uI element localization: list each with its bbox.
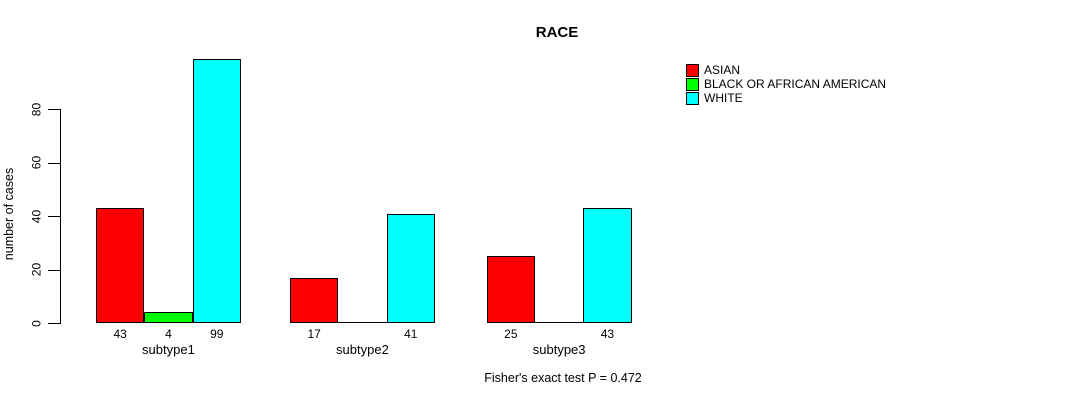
legend-item-asian: ASIAN bbox=[686, 64, 886, 77]
legend-label: BLACK OR AFRICAN AMERICAN bbox=[704, 77, 887, 91]
bar-value-label: 41 bbox=[404, 327, 418, 341]
bar bbox=[290, 277, 339, 323]
asian-color-swatch bbox=[686, 64, 699, 77]
legend-item-white: WHITE bbox=[686, 92, 886, 105]
y-tick-label: 20 bbox=[29, 262, 44, 277]
legend-label: WHITE bbox=[704, 91, 743, 105]
y-axis-tick bbox=[48, 109, 60, 111]
y-axis-tick bbox=[48, 216, 60, 218]
bar bbox=[583, 208, 632, 323]
legend-item-black-or-african-american: BLACK OR AFRICAN AMERICAN bbox=[686, 78, 886, 91]
y-axis-line bbox=[60, 109, 61, 324]
fisher-test-annotation: Fisher's exact test P = 0.472 bbox=[484, 371, 642, 385]
legend-label: ASIAN bbox=[704, 63, 741, 77]
zero-bar-line bbox=[338, 322, 387, 323]
bar-value-label: 25 bbox=[504, 327, 518, 341]
legend: ASIAN BLACK OR AFRICAN AMERICAN WHITE bbox=[686, 64, 886, 106]
bar-value-label: 43 bbox=[113, 327, 127, 341]
bar bbox=[386, 213, 435, 323]
y-axis-tick bbox=[48, 162, 60, 164]
zero-bar-line bbox=[535, 322, 584, 323]
bar-value-label: 17 bbox=[307, 327, 321, 341]
black-or-african-american-color-swatch bbox=[686, 78, 699, 91]
bar bbox=[486, 256, 535, 323]
bar-value-label: 99 bbox=[210, 327, 224, 341]
y-tick-label: 0 bbox=[29, 319, 44, 327]
category-label: subtype1 bbox=[142, 342, 195, 357]
bar bbox=[192, 58, 241, 323]
white-color-swatch bbox=[686, 92, 699, 105]
y-axis-label: number of cases bbox=[2, 167, 16, 261]
y-tick-label: 40 bbox=[29, 209, 44, 223]
y-tick-label: 60 bbox=[29, 156, 44, 170]
chart-title: RACE bbox=[535, 24, 579, 41]
category-label: subtype3 bbox=[532, 342, 586, 357]
y-axis-tick bbox=[48, 323, 60, 324]
y-tick-label: 80 bbox=[29, 102, 44, 117]
bar-value-label: 43 bbox=[600, 327, 615, 341]
category-label: subtype2 bbox=[336, 342, 389, 357]
bar bbox=[96, 208, 145, 323]
bar bbox=[144, 312, 193, 323]
bar-value-label: 4 bbox=[165, 327, 172, 341]
y-axis-tick bbox=[48, 269, 60, 271]
